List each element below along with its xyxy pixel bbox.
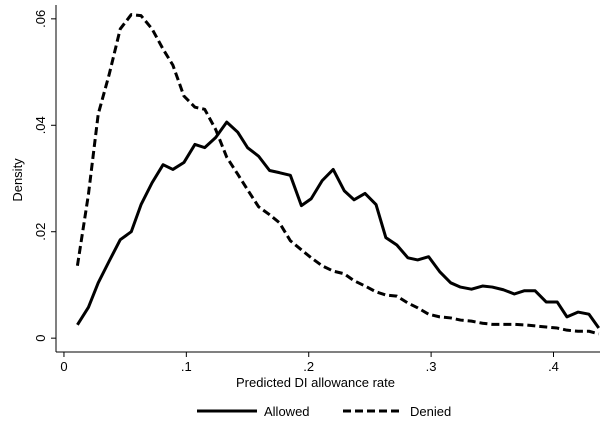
y-tick-label: 0 [33, 335, 48, 342]
series-line [76, 120, 601, 329]
x-axis-label: Predicted DI allowance rate [236, 375, 395, 390]
y-tick-label: .02 [33, 223, 48, 241]
legend-label: Denied [410, 404, 451, 419]
y-axis-label: Density [10, 158, 25, 202]
legend-label: Allowed [264, 404, 310, 419]
x-tick-label: .1 [181, 359, 192, 374]
x-tick-label: .3 [426, 359, 437, 374]
y-tick-label: .04 [33, 116, 48, 134]
y-tick-label: .06 [33, 10, 48, 28]
series-line [75, 13, 600, 336]
x-tick-label: 0 [60, 359, 67, 374]
x-tick-label: .4 [548, 359, 559, 374]
x-tick-label: .2 [303, 359, 314, 374]
